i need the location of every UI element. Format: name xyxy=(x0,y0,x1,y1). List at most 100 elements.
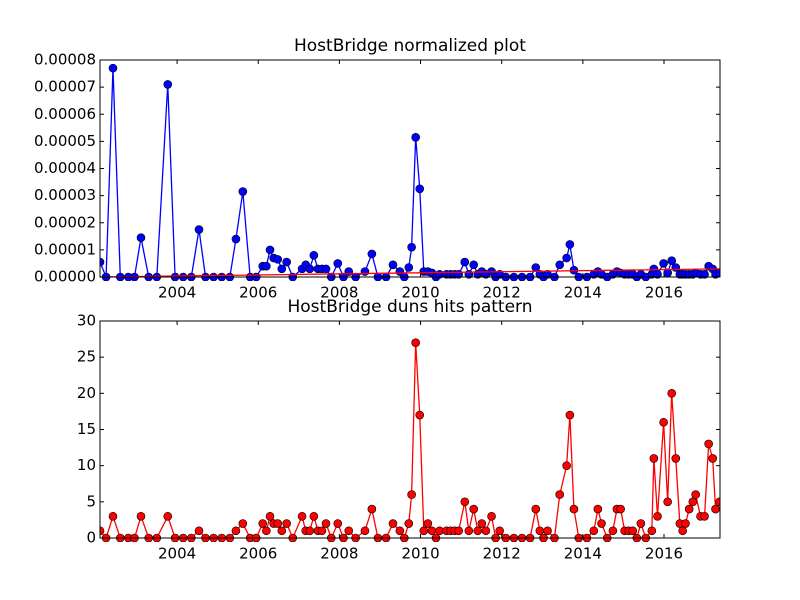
data-point xyxy=(711,504,720,514)
data-point xyxy=(194,225,204,234)
data-point xyxy=(454,526,463,536)
plot-area xyxy=(100,338,720,542)
data-point xyxy=(231,526,241,536)
series-line xyxy=(100,268,720,278)
data-point xyxy=(305,264,315,274)
data-point xyxy=(136,233,146,242)
data-point xyxy=(309,251,319,260)
data-point xyxy=(681,519,690,528)
x-tick-label: 2008 xyxy=(320,284,358,302)
x-tick-label: 2012 xyxy=(483,284,521,302)
x-tick-label: 2014 xyxy=(564,284,602,302)
data-point xyxy=(277,264,287,274)
y-tick-label: 20 xyxy=(77,384,96,402)
x-tick-label: 2006 xyxy=(239,284,277,302)
data-point xyxy=(608,526,618,536)
data-point xyxy=(555,490,565,499)
data-point xyxy=(404,263,414,272)
data-point xyxy=(407,490,416,499)
y-tick-label: 25 xyxy=(77,348,96,366)
data-point xyxy=(419,526,429,536)
y-tick-label: 30 xyxy=(77,312,96,330)
data-point xyxy=(597,519,606,528)
data-point xyxy=(108,511,118,521)
x-tick-label: 2016 xyxy=(645,284,683,302)
series-line xyxy=(100,342,720,540)
data-point xyxy=(333,519,343,528)
y-tick-label: 5 xyxy=(86,492,96,510)
data-point xyxy=(404,519,414,528)
data-point xyxy=(238,519,248,528)
data-point xyxy=(691,490,700,499)
data-point xyxy=(460,257,470,267)
data-point xyxy=(415,184,425,194)
data-point xyxy=(333,259,343,268)
data-point xyxy=(704,439,713,449)
data-point xyxy=(700,511,709,521)
data-point xyxy=(344,526,354,536)
data-point xyxy=(708,454,717,463)
axes-frame xyxy=(99,320,721,539)
data-point xyxy=(367,504,377,514)
x-tick-label: 2012 xyxy=(483,545,521,563)
data-point xyxy=(628,526,638,536)
data-point xyxy=(700,269,709,279)
data-point xyxy=(297,511,307,521)
y-tick-label: 0.00005 xyxy=(34,132,96,150)
chart-title: HostBridge duns hits pattern xyxy=(287,297,532,317)
data-point xyxy=(531,504,541,514)
data-point xyxy=(469,504,479,514)
data-point xyxy=(460,497,470,507)
y-tick-label: 10 xyxy=(77,456,96,474)
data-point xyxy=(647,526,657,536)
data-point xyxy=(321,519,331,528)
data-point xyxy=(136,511,146,521)
data-point xyxy=(636,519,646,528)
data-point xyxy=(543,526,552,536)
chart-title: HostBridge normalized plot xyxy=(294,36,526,56)
data-point xyxy=(395,526,405,536)
y-tick-label: 0.00008 xyxy=(34,51,96,69)
data-point xyxy=(258,519,268,528)
data-point xyxy=(163,511,173,521)
y-tick-label: 0.00007 xyxy=(34,78,96,96)
data-point xyxy=(535,526,545,536)
axes: HostBridge duns hits pattern 0 5 10 15 20 25 30… xyxy=(77,297,721,563)
x-tick-label: 2014 xyxy=(564,545,602,563)
y-tick-label: 0.00004 xyxy=(34,159,96,177)
axes: HostBridge normalized plot 0.00000 0.00001… xyxy=(34,36,721,302)
y-tick-label: 0.00000 xyxy=(34,268,96,286)
data-point xyxy=(487,511,496,521)
data-point xyxy=(277,526,287,536)
data-point xyxy=(367,249,377,259)
data-point xyxy=(273,519,283,528)
data-point xyxy=(671,454,681,463)
data-point xyxy=(481,526,491,536)
data-point xyxy=(194,526,204,536)
data-point xyxy=(238,187,248,196)
x-tick-label: 2004 xyxy=(158,284,196,302)
y-tick-label: 0.00003 xyxy=(34,186,96,204)
x-tick-label: 2004 xyxy=(158,545,196,563)
data-point xyxy=(388,260,398,270)
data-point xyxy=(555,260,565,270)
data-point xyxy=(565,410,575,420)
data-point xyxy=(305,526,315,536)
data-point xyxy=(649,454,659,463)
data-point xyxy=(273,255,283,264)
axes-frame xyxy=(99,59,721,278)
data-point xyxy=(477,519,487,528)
data-point xyxy=(309,511,319,521)
data-point xyxy=(593,504,603,514)
y-tick-label: 0.00002 xyxy=(34,213,96,231)
data-point xyxy=(659,259,668,268)
data-point xyxy=(469,260,479,270)
data-point xyxy=(407,242,416,252)
data-point xyxy=(569,504,579,514)
data-point xyxy=(265,245,275,255)
data-point xyxy=(589,526,599,536)
y-tick-label: 0 xyxy=(86,529,96,547)
data-point xyxy=(108,63,118,73)
data-point xyxy=(415,410,425,420)
